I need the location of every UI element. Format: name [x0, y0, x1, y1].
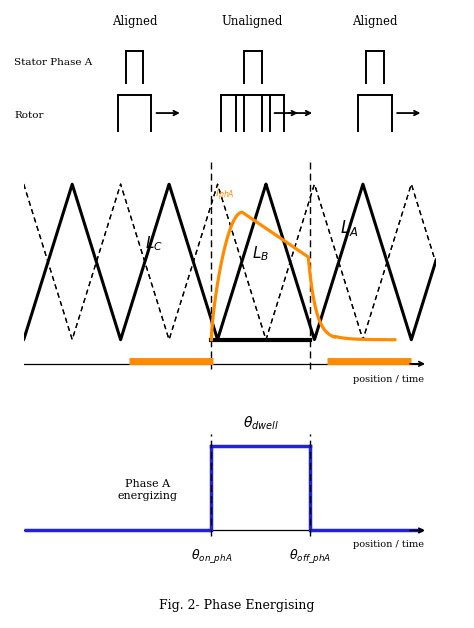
Text: $L_C$: $L_C$ [145, 234, 163, 252]
Text: $L_A$: $L_A$ [340, 218, 359, 237]
Text: $i_{phA}$: $i_{phA}$ [216, 187, 235, 203]
Text: position / time: position / time [353, 540, 424, 549]
Text: $L_B$: $L_B$ [252, 245, 269, 264]
Text: Rotor: Rotor [14, 111, 44, 120]
Text: $\theta_{off\_phA}$: $\theta_{off\_phA}$ [289, 548, 331, 566]
Text: Fig. 2- Phase Energising: Fig. 2- Phase Energising [159, 599, 315, 612]
Text: Unaligned: Unaligned [222, 15, 283, 28]
Text: $\theta_{dwell}$: $\theta_{dwell}$ [243, 414, 279, 432]
Text: Phase A
energizing: Phase A energizing [118, 479, 177, 501]
Text: $\theta_{on\_phA}$: $\theta_{on\_phA}$ [191, 548, 232, 566]
Text: position / time: position / time [353, 375, 424, 384]
Text: Stator Phase A: Stator Phase A [14, 58, 92, 67]
Text: Aligned: Aligned [112, 15, 157, 28]
Text: Aligned: Aligned [352, 15, 398, 28]
